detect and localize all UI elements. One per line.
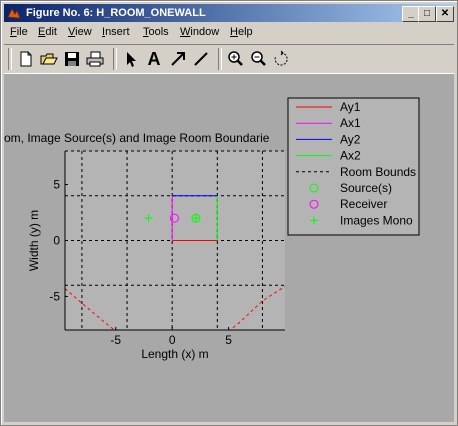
toolbar-separator-2	[218, 48, 222, 70]
toolbar-separator	[113, 48, 117, 70]
close-button[interactable]: ✕	[436, 6, 454, 22]
x-tick-label: 5	[225, 333, 232, 347]
x-tick-label: -5	[110, 333, 121, 347]
y-axis-label: Width (y) m	[27, 210, 41, 271]
chart-title: om, Image Source(s) and Image Room Bound…	[4, 131, 270, 145]
menu-tools[interactable]: Tools	[143, 26, 169, 38]
figure-canvas: -5 0 5 5 0 -5 om, Image Source(s) and Image Ro…	[4, 74, 454, 422]
menu-file[interactable]: File	[10, 26, 28, 38]
open-folder-icon[interactable]	[39, 49, 59, 69]
zoom-in-icon[interactable]	[225, 49, 245, 69]
legend-marker-source-s-	[309, 183, 319, 193]
maximize-button[interactable]: □	[418, 6, 436, 22]
marker-images-mono	[191, 214, 200, 223]
legend-marker-receiver	[309, 199, 319, 209]
x-tick-label: 0	[169, 333, 176, 347]
y-tick-label: 5	[53, 178, 60, 192]
window-title: Figure No. 6: H_ROOM_ONEWALL	[26, 7, 206, 19]
y-tick-label: -5	[49, 289, 60, 303]
pointer-icon[interactable]	[121, 49, 141, 69]
legend-label: Room Bounds	[340, 165, 416, 179]
marker-receiver	[169, 213, 179, 223]
line-icon[interactable]	[191, 49, 211, 69]
chart-svg: -5 0 5 5 0 -5 om, Image Source(s) and Image Ro…	[4, 97, 420, 361]
new-file-icon[interactable]	[16, 49, 36, 69]
menu-edit[interactable]: Edit	[38, 26, 57, 38]
rotate-icon[interactable]	[271, 49, 291, 69]
menu-window[interactable]: Window	[180, 26, 220, 38]
menu-view[interactable]: View	[68, 26, 92, 38]
x-axis-label: Length (x) m	[141, 347, 208, 361]
zoom-out-icon[interactable]	[248, 49, 268, 69]
marker-images-mono	[144, 214, 153, 223]
legend-label: Images Mono	[340, 213, 413, 227]
menu-insert[interactable]: Insert	[102, 26, 130, 38]
legend-label: Source(s)	[340, 181, 392, 195]
menu-bar: File Edit View Insert Tools Window Help	[4, 24, 454, 42]
legend-marker-images-mono	[310, 216, 318, 225]
red-dashed-curve	[65, 285, 285, 330]
legend-box	[287, 97, 420, 236]
legend-label: Ay2	[340, 132, 361, 146]
legend-label: Receiver	[340, 197, 387, 211]
y-tick-label: 0	[53, 234, 60, 248]
arrow-icon[interactable]	[168, 49, 188, 69]
print-icon[interactable]	[85, 49, 105, 69]
title-bar[interactable]: Figure No. 6: H_ROOM_ONEWALL _ □ ✕	[4, 4, 454, 22]
toolbar-grip	[8, 48, 12, 70]
legend-label: Ay1	[340, 100, 361, 114]
text-tool[interactable]: A	[147, 49, 161, 69]
menu-help[interactable]: Help	[230, 26, 253, 38]
legend-label: Ax1	[340, 116, 361, 130]
save-icon[interactable]	[62, 49, 82, 69]
legend-label: Ax2	[340, 149, 361, 163]
toolbar: A	[4, 44, 454, 74]
matlab-app-icon	[7, 8, 21, 19]
